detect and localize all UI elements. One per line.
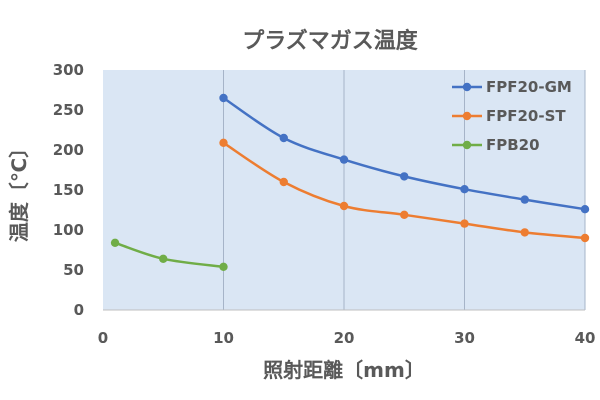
series-fpf20-st — [219, 138, 590, 243]
data-point — [219, 138, 228, 147]
data-point — [460, 219, 469, 228]
data-point — [159, 254, 168, 263]
legend-label: FPF20-ST — [486, 107, 566, 125]
legend-marker — [462, 111, 472, 121]
data-point — [520, 228, 529, 237]
series-layer — [110, 93, 590, 271]
x-axis-title: 照射距離〔mm〕 — [263, 358, 425, 382]
x-tick-label: 0 — [98, 329, 108, 347]
data-point — [339, 155, 349, 164]
y-tick-label: 150 — [53, 181, 84, 199]
y-tick-label: 200 — [53, 141, 84, 159]
legend: FPF20-GM FPF20-ST FPB20 — [452, 78, 572, 154]
legend-marker — [462, 82, 472, 92]
data-point — [580, 205, 590, 214]
data-point — [219, 262, 228, 271]
x-tick-label: 40 — [575, 329, 596, 347]
y-tick-label: 300 — [53, 61, 84, 79]
data-point — [460, 185, 469, 194]
data-point — [400, 172, 409, 181]
y-tick-label: 100 — [53, 221, 84, 239]
data-point — [520, 195, 529, 204]
series-fpb20 — [110, 238, 228, 271]
data-point — [400, 210, 409, 219]
data-point — [279, 177, 288, 187]
y-tick-label: 50 — [63, 261, 84, 279]
data-point — [339, 201, 349, 211]
chart-title: プラズマガス温度 — [242, 28, 419, 54]
legend-label: FPF20-GM — [486, 78, 572, 96]
data-point — [110, 238, 120, 247]
y-tick-label: 250 — [53, 101, 84, 119]
legend-marker — [462, 140, 472, 150]
y-tick-label: 0 — [74, 301, 84, 319]
tick-labels: 0 10 20 30 40 0 50 100 150 200 250 300 — [53, 61, 596, 347]
data-point — [219, 93, 228, 103]
legend-label: FPB20 — [486, 136, 540, 154]
x-tick-label: 30 — [454, 329, 475, 347]
series-fpf20-gm — [219, 93, 590, 214]
x-tick-label: 20 — [334, 329, 355, 347]
y-axis-title: 温度〔℃〕 — [7, 138, 31, 242]
x-tick-label: 10 — [213, 329, 234, 347]
data-point — [580, 233, 590, 243]
data-point — [279, 133, 288, 143]
